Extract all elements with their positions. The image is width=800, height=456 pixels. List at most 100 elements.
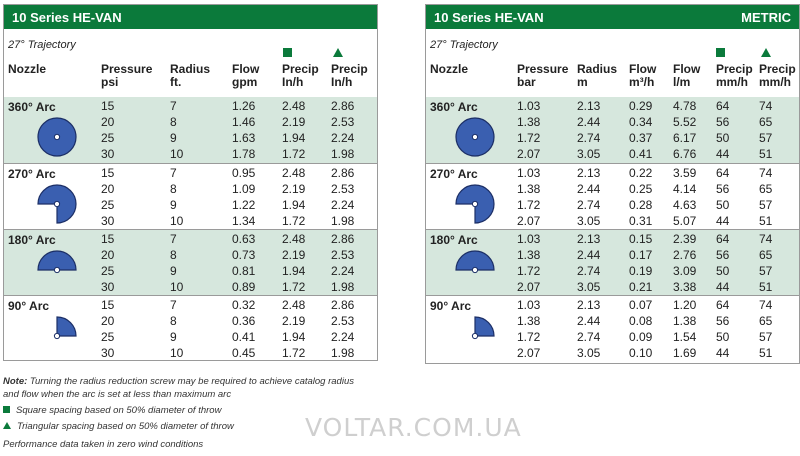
table-cell: 7 xyxy=(170,232,177,246)
table-cell: 0.37 xyxy=(629,131,653,145)
table-header-bar: 10 Series HE-VAN METRIC xyxy=(426,5,799,29)
table-cell: 4.14 xyxy=(673,182,697,196)
table-title: 10 Series HE-VAN xyxy=(434,9,544,25)
table-cell: 25 xyxy=(101,131,115,145)
table-cell: 1.94 xyxy=(282,131,306,145)
table-cell: 25 xyxy=(101,330,115,344)
table-row: 25 9 0.41 1.94 2.24 xyxy=(4,329,377,345)
table-cell: 1.72 xyxy=(282,147,306,161)
table-cell: 9 xyxy=(170,264,177,278)
trajectory-label: 27° Trajectory xyxy=(8,39,76,51)
table-cell: 5.07 xyxy=(673,214,697,228)
table-cell: 7 xyxy=(170,99,177,113)
table-row: 2.07 3.05 0.41 6.76 44 51 xyxy=(426,146,799,162)
table-row: 1.72 2.74 0.09 1.54 50 57 xyxy=(426,329,799,345)
table-cell: 1.72 xyxy=(517,131,541,145)
table-row: 1.03 2.13 0.07 1.20 64 74 xyxy=(426,297,799,313)
table-cell: 2.44 xyxy=(577,314,601,328)
table-cell: 0.89 xyxy=(232,280,256,294)
table-cell: 20 xyxy=(101,314,115,328)
table-cell: 7 xyxy=(170,166,177,180)
table-cell: 50 xyxy=(716,330,730,344)
table-cell: 2.13 xyxy=(577,298,601,312)
table-row: 30 10 0.45 1.72 1.98 xyxy=(4,345,377,361)
table-cell: 44 xyxy=(716,280,730,294)
quarter-arc-icon xyxy=(452,313,498,364)
table-cell: 6.76 xyxy=(673,147,697,161)
table-cell: 1.98 xyxy=(331,147,355,161)
nozzle-name: 90° Arc xyxy=(430,299,472,313)
table-header-bar: 10 Series HE-VAN xyxy=(4,5,377,29)
metric-table: 10 Series HE-VAN METRIC 27° Trajectory N… xyxy=(425,4,800,364)
table-cell: 1.38 xyxy=(517,314,541,328)
table-cell: 30 xyxy=(101,147,115,161)
table-row: 20 8 1.09 2.19 2.53 xyxy=(4,181,377,197)
table-cell: 20 xyxy=(101,248,115,262)
nozzle-group: 180° Arc 1.03 2.13 0.15 2.39 64 74 1.38 2.44 0.17… xyxy=(426,229,799,295)
table-cell: 0.10 xyxy=(629,346,653,360)
table-cell: 0.17 xyxy=(629,248,653,262)
table-cell: 7 xyxy=(170,298,177,312)
nozzle-group: 90° Arc 1.03 2.13 0.07 1.20 64 74 1.38 2.44 0.08 1… xyxy=(426,295,799,361)
table-cell: 1.69 xyxy=(673,346,697,360)
table-cell: 9 xyxy=(170,131,177,145)
nozzle-group: 180° Arc 15 7 0.63 2.48 2.86 20 8 0.73 2.19 2.53 25… xyxy=(4,229,377,295)
table-cell: 1.98 xyxy=(331,346,355,360)
nozzle-group: 90° Arc 15 7 0.32 2.48 2.86 20 8 0.36 2.19 2.53 25 9… xyxy=(4,295,377,361)
table-cell: 2.19 xyxy=(282,248,306,262)
imperial-table: 10 Series HE-VAN 27° Trajectory Nozzle P… xyxy=(3,4,378,361)
table-cell: 2.76 xyxy=(673,248,697,262)
table-cell: 2.19 xyxy=(282,314,306,328)
table-cell: 0.95 xyxy=(232,166,256,180)
col-pressure: Pressure bar xyxy=(517,62,569,89)
table-cell: 2.48 xyxy=(282,166,306,180)
table-cell: 1.22 xyxy=(232,198,256,212)
col-nozzle: Nozzle xyxy=(8,62,47,76)
table-cell: 0.21 xyxy=(629,280,653,294)
table-cell: 3.09 xyxy=(673,264,697,278)
table-cell: 2.19 xyxy=(282,115,306,129)
table-row: 1.03 2.13 0.29 4.78 64 74 xyxy=(426,98,799,114)
triangle-note: Triangular spacing based on 50% diameter… xyxy=(3,421,234,432)
table-row: 1.38 2.44 0.08 1.38 56 65 xyxy=(426,313,799,329)
nozzle-group: 270° Arc 15 7 0.95 2.48 2.86 20 8 1.09 2.19 2.53 25… xyxy=(4,163,377,229)
table-row: 15 7 0.63 2.48 2.86 xyxy=(4,231,377,247)
table-cell: 1.38 xyxy=(517,248,541,262)
nozzle-name: 360° Arc xyxy=(430,100,478,114)
nozzle-group: 360° Arc 15 7 1.26 2.48 2.86 20 8 1.46 2.19 2.53 25… xyxy=(4,97,377,163)
col-flow-m3h: Flow m³/h xyxy=(629,62,657,89)
square-spacing-icon xyxy=(716,48,725,57)
table-cell: 15 xyxy=(101,298,115,312)
table-cell: 1.94 xyxy=(282,264,306,278)
square-icon xyxy=(3,406,10,413)
table-cell: 50 xyxy=(716,264,730,278)
table-cell: 2.86 xyxy=(331,298,355,312)
table-cell: 3.38 xyxy=(673,280,697,294)
triangle-spacing-icon xyxy=(761,48,771,57)
table-cell: 10 xyxy=(170,280,184,294)
table-cell: 2.07 xyxy=(517,147,541,161)
table-cell: 3.05 xyxy=(577,280,601,294)
table-cell: 0.22 xyxy=(629,166,653,180)
table-cell: 2.07 xyxy=(517,280,541,294)
table-row: 1.72 2.74 0.37 6.17 50 57 xyxy=(426,130,799,146)
table-cell: 25 xyxy=(101,264,115,278)
table-cell: 1.38 xyxy=(517,182,541,196)
table-cell: 51 xyxy=(759,280,773,294)
table-cell: 1.03 xyxy=(517,99,541,113)
table-cell: 2.86 xyxy=(331,99,355,113)
table-cell: 56 xyxy=(716,182,730,196)
table-cell: 8 xyxy=(170,314,177,328)
table-cell: 15 xyxy=(101,99,115,113)
table-cell: 1.38 xyxy=(517,115,541,129)
nozzle-name: 270° Arc xyxy=(8,167,56,181)
table-cell: 57 xyxy=(759,330,773,344)
table-cell: 0.09 xyxy=(629,330,653,344)
table-cell: 1.03 xyxy=(517,166,541,180)
triangle-icon xyxy=(3,422,11,429)
nozzle-name: 270° Arc xyxy=(430,167,478,181)
table-cell: 2.44 xyxy=(577,248,601,262)
table-cell: 65 xyxy=(759,182,773,196)
table-cell: 2.44 xyxy=(577,115,601,129)
table-cell: 64 xyxy=(716,298,730,312)
